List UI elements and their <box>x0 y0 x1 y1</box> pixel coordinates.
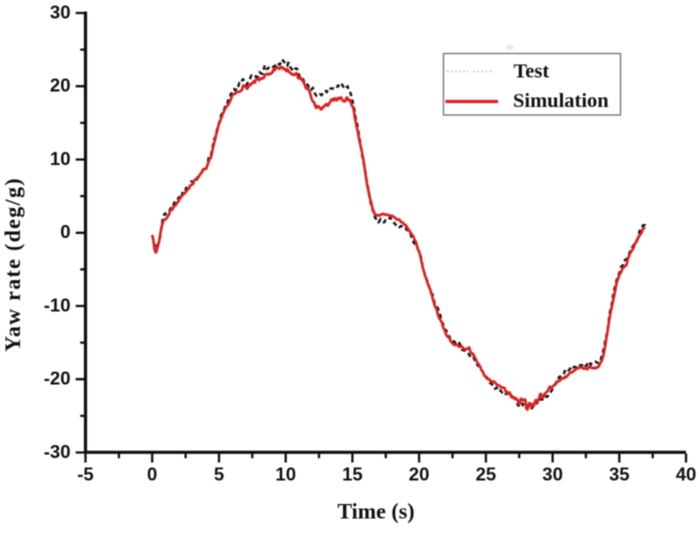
svg-text:Yaw rate (deg/g): Yaw rate (deg/g) <box>0 177 25 352</box>
svg-text:0: 0 <box>147 464 157 485</box>
svg-text:-5: -5 <box>77 464 93 485</box>
svg-text:10: 10 <box>275 464 296 485</box>
svg-text:20: 20 <box>409 464 430 485</box>
svg-text:15: 15 <box>342 464 363 485</box>
svg-text:-30: -30 <box>44 441 71 462</box>
svg-text:Test: Test <box>514 61 550 83</box>
svg-text:10: 10 <box>50 148 71 169</box>
svg-text:40: 40 <box>676 464 697 485</box>
svg-text:-20: -20 <box>44 368 71 389</box>
svg-text:30: 30 <box>50 1 71 22</box>
svg-text:25: 25 <box>476 464 497 485</box>
svg-text:5: 5 <box>214 464 224 485</box>
svg-text:20: 20 <box>50 75 71 96</box>
svg-text:35: 35 <box>609 464 630 485</box>
svg-text:Simulation: Simulation <box>513 90 609 112</box>
svg-text:-10: -10 <box>44 294 71 315</box>
svg-text:Time (s): Time (s) <box>337 499 414 524</box>
svg-text:0: 0 <box>60 221 70 242</box>
svg-text:30: 30 <box>542 464 563 485</box>
